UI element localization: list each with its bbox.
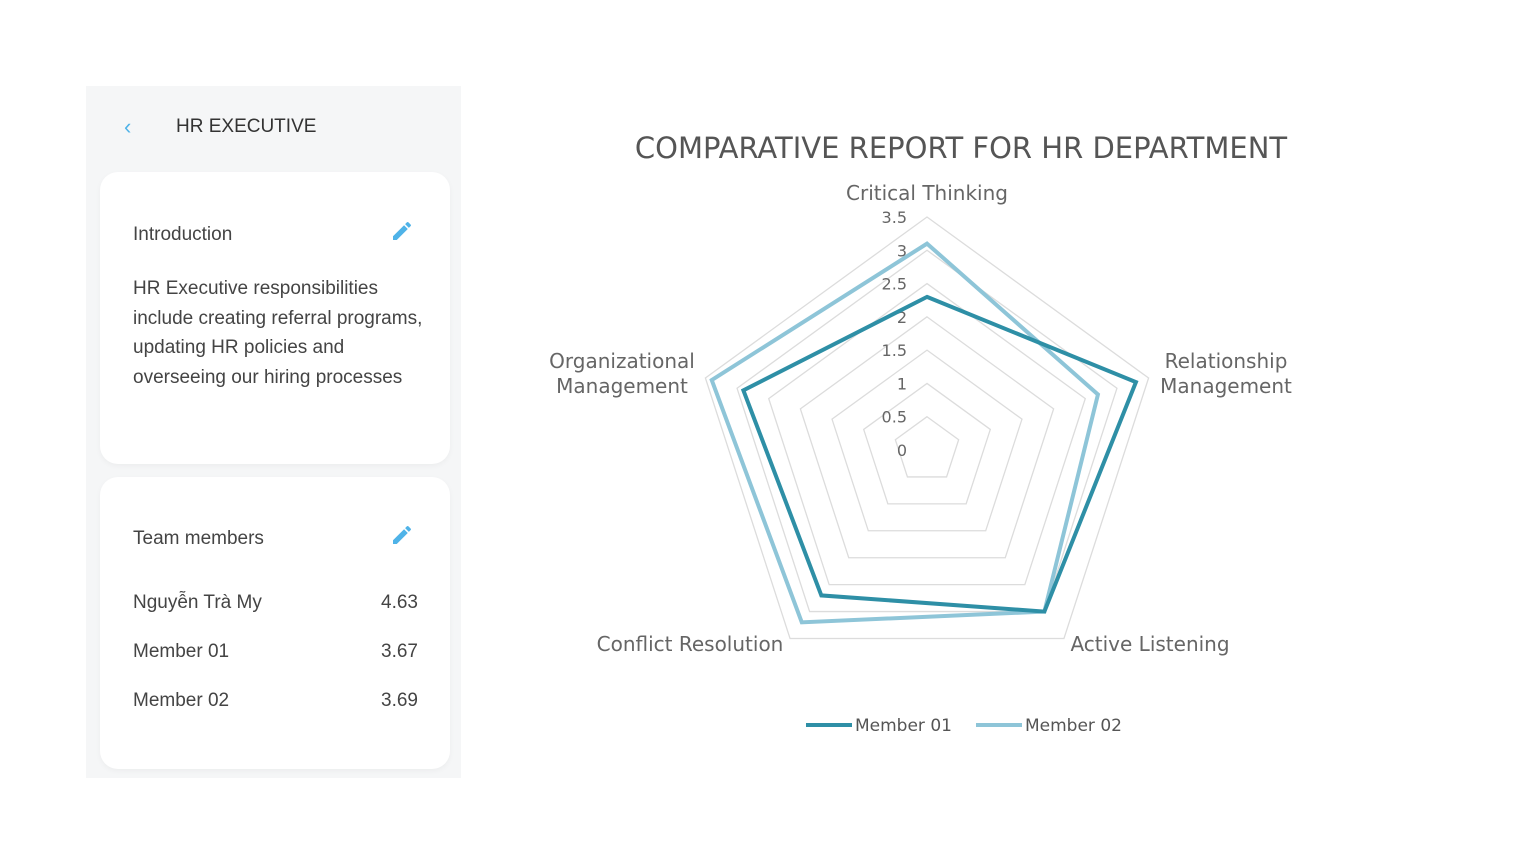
grid-ring [736, 249, 1118, 613]
grid-ring [767, 282, 1087, 586]
member-name: Member 01 [133, 641, 230, 662]
chart-axis-labels: Critical Thinking Relationship Management A… [549, 181, 1292, 656]
grid-ring [894, 415, 960, 478]
tick-label: 1 [897, 374, 907, 393]
legend-label: Member 01 [855, 716, 952, 736]
chart-ticks: 0 0.5 1 1.5 2 2.5 3 3.5 [882, 208, 907, 460]
team-members-title: Team members [133, 528, 264, 549]
member-score: 3.69 [381, 690, 418, 711]
chart-title: COMPARATIVE REPORT FOR HR DEPARTMENT [635, 131, 1288, 165]
grid-ring [862, 382, 992, 505]
axis-label: Relationship Management [1160, 349, 1292, 398]
chevron-left-icon[interactable]: ‹ [124, 114, 132, 139]
team-member-row[interactable]: Nguyễn Trà My 4.63 [133, 592, 418, 614]
tick-label: 2 [897, 308, 907, 327]
team-member-row[interactable]: Member 02 3.69 [133, 690, 418, 712]
tick-label: 0 [897, 441, 907, 460]
axis-label: Active Listening [1070, 632, 1229, 656]
member-score: 3.67 [381, 641, 418, 662]
grid-ring [799, 316, 1055, 559]
member-name: Member 02 [133, 690, 230, 711]
page-title: HR EXECUTIVE [176, 116, 317, 137]
axis-label: Conflict Resolution [597, 632, 784, 656]
introduction-card: Introduction HR Executive responsibiliti… [100, 172, 450, 464]
pencil-icon[interactable] [390, 523, 414, 547]
member-score: 4.63 [381, 592, 418, 613]
chart-legend: Member 01 Member 02 [806, 716, 1122, 736]
series-line-member-02 [709, 241, 1101, 625]
legend-item: Member 02 [976, 716, 1122, 736]
tick-label: 3 [897, 241, 907, 260]
tick-label: 1.5 [882, 341, 907, 360]
axis-label: Organizational Management [549, 349, 695, 398]
series-line-member-01 [740, 294, 1139, 614]
axis-label: Critical Thinking [846, 181, 1008, 205]
tick-label: 2.5 [882, 275, 907, 294]
member-name: Nguyễn Trà My [133, 592, 262, 613]
introduction-text: HR Executive responsibilities include cr… [133, 278, 423, 388]
team-members-card: Team members Nguyễn Trà My 4.63 Member 0… [100, 477, 450, 769]
pencil-icon[interactable] [390, 219, 414, 243]
page-header: ‹ HR EXECUTIVE [124, 114, 316, 140]
legend-item: Member 01 [806, 716, 952, 736]
legend-label: Member 02 [1025, 716, 1122, 736]
tick-label: 0.5 [882, 408, 907, 427]
tick-label: 3.5 [882, 208, 907, 227]
grid-ring [831, 349, 1023, 532]
chart-series [709, 241, 1139, 625]
team-member-row[interactable]: Member 01 3.67 [133, 641, 418, 663]
grid-ring [704, 216, 1150, 640]
introduction-title: Introduction [133, 224, 233, 245]
chart-grid [704, 216, 1150, 640]
